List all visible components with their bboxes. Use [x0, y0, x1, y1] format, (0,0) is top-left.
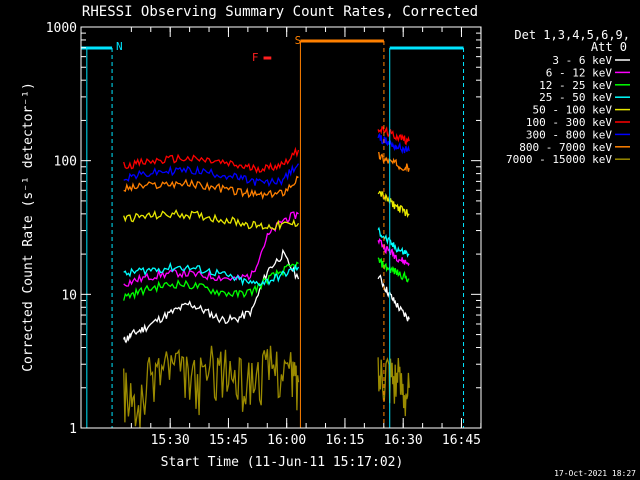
series-trace: [123, 163, 300, 188]
series-trace: [123, 345, 300, 429]
series-trace: [378, 151, 410, 172]
x-axis-label: Start Time (11-Jun-11 15:17:02): [161, 455, 404, 470]
plot-frame: [80, 26, 482, 429]
y-tick-label: 100: [54, 155, 77, 170]
x-tick-label: 16:30: [384, 433, 423, 448]
series-12-25-kev: [123, 257, 410, 301]
flag-label-f: F: [252, 51, 259, 64]
x-tick-label: 16:45: [442, 433, 481, 448]
legend-label: 7000 - 15000 keV: [506, 153, 612, 166]
chart-title: RHESSI Observing Summary Count Rates, Co…: [82, 4, 478, 20]
series-traces: [123, 126, 410, 429]
legend-label: 100 - 300 keV: [526, 116, 612, 129]
y-tick-label: 10: [61, 288, 77, 303]
series-300-800-kev: [123, 132, 410, 188]
series-25-50-kev: [123, 226, 410, 287]
series-800-7000-kev: [123, 151, 410, 200]
y-tick-label: 1: [69, 422, 77, 437]
y-axis-label: Corrected Count Rate (s⁻¹ detector⁻¹): [21, 82, 36, 372]
legend-label: 800 - 7000 keV: [519, 141, 612, 154]
series-trace: [377, 257, 410, 283]
series-100-300-kev: [123, 126, 410, 175]
series-trace: [377, 190, 410, 219]
series-50-100-kev: [123, 190, 410, 231]
series-7000-15000-kev: [123, 345, 410, 429]
flag-label-n: N: [116, 40, 123, 53]
series-trace: [377, 238, 410, 267]
series-trace: [123, 209, 300, 231]
x-tick-label: 16:15: [325, 433, 364, 448]
y-tick-label: 1000: [46, 21, 77, 36]
legend-label: 6 - 12 keV: [546, 66, 613, 79]
x-axis: 15:30 15:45 16:00 16:15 16:30 16:45: [130, 27, 482, 448]
legend-label: 3 - 6 keV: [552, 54, 612, 67]
x-tick-label: 16:00: [267, 433, 306, 448]
x-tick-label: 15:30: [151, 433, 190, 448]
legend-label: 12 - 25 keV: [539, 79, 612, 92]
series-trace: [377, 274, 410, 322]
series-trace: [123, 248, 300, 344]
legend-header-attenuator: Att 0: [591, 40, 627, 54]
series-trace: [123, 146, 300, 175]
series-trace: [377, 132, 410, 155]
y-axis: 1 10 100 1000: [46, 21, 481, 437]
series-trace: [123, 175, 299, 200]
series-trace: [377, 357, 410, 417]
x-tick-label: 15:45: [209, 433, 248, 448]
legend-label: 25 - 50 keV: [539, 91, 612, 104]
flag-markers: N S F: [81, 34, 465, 428]
series-trace: [377, 226, 410, 258]
series-trace: [377, 126, 410, 146]
legend-header-detectors: Det 1,3,4,5,6,9,: [514, 28, 630, 42]
series-trace: [123, 261, 299, 301]
legend-label: 50 - 100 keV: [533, 104, 613, 117]
series-trace: [123, 261, 300, 287]
footer-timestamp: 17-Oct-2021 18:27: [554, 469, 636, 478]
series-3-6-kev: [123, 248, 410, 344]
flag-label-s: S: [295, 34, 302, 47]
legend-label: 300 - 800 keV: [526, 128, 612, 141]
